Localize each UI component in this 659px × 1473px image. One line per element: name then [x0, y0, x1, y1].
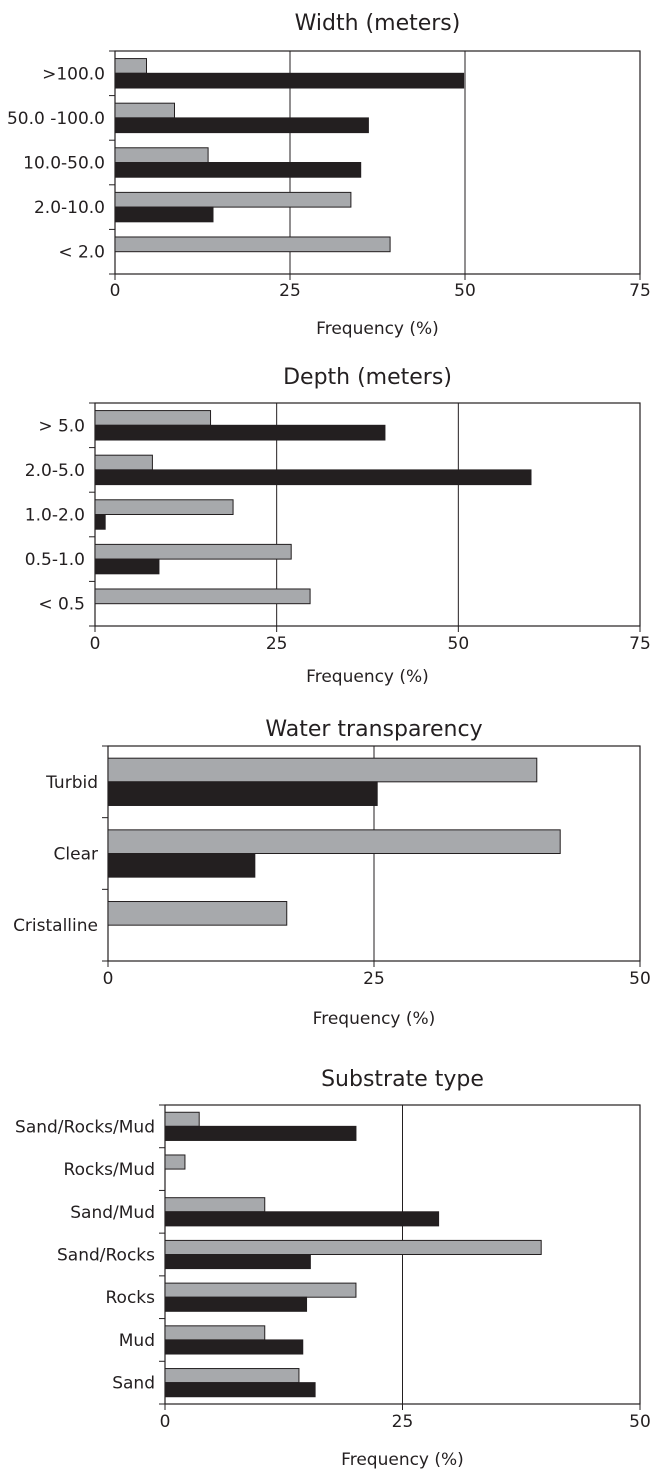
bar-gray — [94, 588, 311, 605]
substrate-type-chart: Substrate type 0 25 50 Frequency (%) Sand/Roc… — [15, 1067, 651, 1470]
bar-black — [94, 514, 106, 530]
bar-gray — [107, 829, 561, 855]
bar-black — [164, 1125, 357, 1141]
bar-gray — [94, 543, 292, 560]
category-label: >100.0 — [42, 64, 105, 84]
x-tick-label: 50 — [629, 969, 651, 989]
category-label: Sand/Mud — [70, 1203, 155, 1223]
category-label: Turbid — [45, 773, 98, 793]
bar-gray — [94, 454, 153, 471]
category-label: 2.0-5.0 — [25, 461, 85, 481]
bar-black — [114, 206, 214, 223]
bar-gray — [164, 1368, 300, 1384]
chart-title: Depth (meters) — [283, 365, 452, 390]
bar-black — [114, 72, 465, 89]
category-label: Rocks — [106, 1288, 156, 1308]
bar-black — [164, 1339, 304, 1355]
chart-title: Width (meters) — [295, 11, 461, 36]
bar-gray — [114, 58, 147, 74]
bar-gray — [114, 191, 352, 208]
x-tick-label: 0 — [103, 969, 114, 989]
bar-black — [164, 1382, 316, 1398]
category-label: Clear — [54, 845, 98, 865]
x-tick-label: 75 — [629, 634, 651, 654]
chart-title: Substrate type — [321, 1067, 484, 1092]
category-label: 2.0-10.0 — [34, 198, 105, 218]
category-label: > 5.0 — [38, 416, 85, 436]
water-transparency-chart: Water transparency 0 25 50 Frequency (%) Turb… — [13, 717, 651, 1029]
x-axis-label: Frequency (%) — [341, 1450, 464, 1470]
bar-gray — [164, 1154, 186, 1170]
bar-gray — [164, 1111, 200, 1127]
category-label: Cristalline — [13, 916, 98, 936]
x-tick-label: 50 — [629, 1412, 651, 1432]
x-tick-label: 25 — [279, 281, 301, 301]
x-tick-label: 50 — [454, 281, 476, 301]
category-label: 10.0-50.0 — [23, 154, 105, 174]
bar-gray — [107, 757, 538, 783]
bar-gray — [107, 901, 288, 926]
bar-gray — [94, 499, 234, 515]
width-chart: Width (meters) 0 25 50 75 Frequency (%) >100.0… — [7, 11, 651, 339]
category-label: 50.0 -100.0 — [7, 109, 105, 129]
bar-black — [94, 558, 160, 575]
bar-gray — [114, 147, 209, 163]
bar-gray — [164, 1239, 542, 1255]
x-tick-label: 25 — [392, 1412, 414, 1432]
bar-black — [164, 1296, 308, 1312]
x-axis-label: Frequency (%) — [306, 667, 429, 687]
category-label: < 2.0 — [58, 243, 105, 263]
x-tick-label: 0 — [160, 1412, 171, 1432]
bar-gray — [164, 1325, 266, 1341]
bar-black — [94, 469, 532, 486]
bar-gray — [114, 102, 175, 119]
bar-gray — [164, 1282, 357, 1298]
x-tick-label: 25 — [266, 634, 288, 654]
x-tick-label: 25 — [363, 969, 385, 989]
bar-black — [107, 853, 256, 878]
x-tick-label: 50 — [448, 634, 470, 654]
bar-black — [107, 781, 378, 806]
category-label: Sand/Rocks/Mud — [15, 1117, 155, 1137]
bar-gray — [164, 1197, 266, 1213]
bar-gray — [114, 236, 391, 253]
x-axis-label: Frequency (%) — [313, 1009, 436, 1029]
bar-gray — [94, 410, 212, 426]
depth-chart: Depth (meters) 0 25 50 75 Frequency (%) > 5.0 2… — [25, 365, 651, 687]
x-tick-label: 75 — [629, 281, 651, 301]
bar-black — [114, 117, 369, 134]
category-label: Rocks/Mud — [64, 1160, 155, 1180]
category-label: Sand — [112, 1374, 155, 1394]
bar-black — [164, 1254, 311, 1270]
bar-black — [94, 424, 386, 441]
x-tick-label: 0 — [90, 634, 101, 654]
x-tick-label: 0 — [110, 281, 121, 301]
category-label: Sand/Rocks — [57, 1246, 155, 1266]
x-axis-label: Frequency (%) — [316, 319, 439, 339]
category-label: Mud — [119, 1331, 155, 1351]
bar-black — [164, 1211, 440, 1227]
category-label: 0.5-1.0 — [25, 550, 85, 570]
bar-black — [114, 162, 362, 178]
chart-title: Water transparency — [265, 717, 482, 742]
category-label: < 0.5 — [38, 595, 85, 615]
category-label: 1.0-2.0 — [25, 506, 85, 526]
